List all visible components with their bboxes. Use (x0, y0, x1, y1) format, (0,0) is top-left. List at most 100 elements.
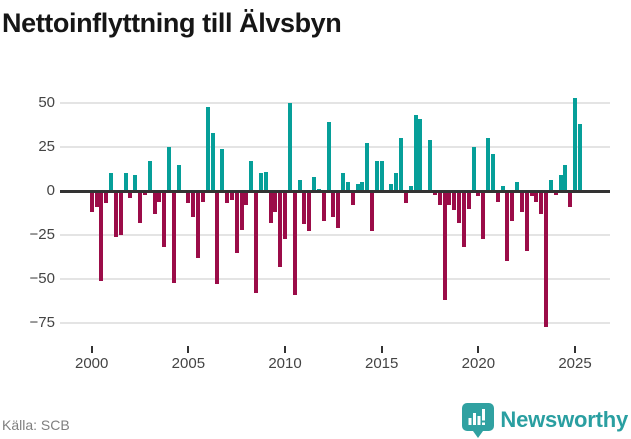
zero-axis-line (60, 189, 610, 193)
bar-2011-q2 (307, 191, 312, 232)
bar-2001-q3 (118, 191, 123, 235)
bar-2012-q4 (336, 191, 341, 228)
bar-2005-q4 (200, 191, 205, 202)
bar-2022-q1 (515, 182, 520, 191)
y-tick-label: −25 (29, 226, 55, 243)
bar-2020-q2 (481, 191, 486, 239)
bar-2021-q4 (510, 191, 515, 221)
grid-line-50 (60, 102, 610, 104)
bar-2014-q1 (360, 182, 365, 191)
bar-2007-q2 (229, 191, 234, 200)
grid-line--25 (60, 234, 610, 236)
bar-2019-q4 (471, 147, 476, 191)
x-tick-mark-2025 (574, 346, 577, 353)
bar-2017-q3 (428, 139, 433, 191)
bar-2006-q3 (215, 191, 220, 285)
chart-title: Nettoinflyttning till Älvsbyn (2, 8, 342, 38)
bar-2006-q4 (220, 148, 225, 191)
bar-2008-q1 (244, 191, 249, 206)
bar-2022-q2 (519, 191, 524, 213)
bar-2023-q3 (544, 191, 549, 327)
bar-2001-q4 (123, 173, 128, 191)
bar-2002-q4 (142, 191, 147, 195)
bar-2001-q2 (113, 191, 118, 237)
bar-2016-q1 (399, 138, 404, 191)
bar-2008-q4 (258, 173, 263, 191)
bar-2000-q3 (99, 191, 104, 281)
bar-2010-q3 (292, 191, 297, 295)
bar-2019-q1 (457, 191, 462, 223)
bar-2012-q1 (321, 191, 326, 221)
bar-2003-q3 (157, 191, 162, 202)
bar-2022-q3 (524, 191, 529, 251)
x-tick-label: 2000 (75, 355, 109, 372)
bar-2025-q2 (577, 124, 582, 191)
grid-line--50 (60, 278, 610, 280)
bar-2007-q1 (225, 191, 230, 204)
x-tick-label: 2015 (365, 355, 399, 372)
bar-2017-q1 (418, 118, 423, 191)
bar-2011-q3 (312, 176, 317, 191)
x-tick-mark-2005 (187, 346, 190, 353)
bar-2025-q1 (573, 97, 578, 191)
bar-2011-q1 (302, 191, 307, 225)
bar-2024-q2 (558, 175, 563, 191)
bar-2009-q1 (263, 171, 268, 191)
bar-2001-q1 (109, 173, 114, 191)
bar-2016-q4 (413, 115, 418, 191)
bar-2010-q1 (283, 191, 288, 239)
bar-2014-q3 (370, 191, 375, 232)
grid-line--75 (60, 322, 610, 324)
x-tick-label: 2025 (558, 355, 592, 372)
x-tick-mark-2015 (380, 346, 383, 353)
bar-2012-q3 (331, 191, 336, 218)
bar-2010-q4 (297, 180, 302, 191)
bar-2002-q3 (138, 191, 143, 223)
bar-2020-q1 (476, 191, 481, 197)
bar-2013-q3 (350, 191, 355, 206)
bar-2007-q3 (234, 191, 239, 253)
bar-2006-q2 (210, 132, 215, 191)
brand-name: Newsworthy (500, 407, 628, 432)
bar-2005-q2 (191, 191, 196, 218)
x-tick-label: 2010 (268, 355, 302, 372)
bar-2005-q3 (196, 191, 201, 258)
y-tick-label: 0 (46, 182, 55, 199)
bar-2003-q1 (147, 161, 152, 191)
x-tick-mark-2020 (477, 346, 480, 353)
bar-2014-q2 (365, 143, 370, 191)
bar-2022-q4 (529, 191, 534, 197)
grid-line-25 (60, 146, 610, 148)
bar-2012-q2 (326, 122, 331, 191)
bar-2015-q1 (379, 161, 384, 191)
y-tick-label: 50 (38, 94, 55, 111)
bar-2021-q2 (500, 185, 505, 191)
bar-2021-q3 (505, 191, 510, 262)
x-tick-label: 2005 (171, 355, 206, 372)
bar-2004-q3 (176, 164, 181, 191)
bar-2017-q4 (432, 191, 437, 195)
bar-2013-q4 (355, 183, 360, 191)
bar-2009-q2 (268, 191, 273, 223)
x-tick-mark-2010 (284, 346, 287, 353)
bar-2018-q2 (442, 191, 447, 301)
bar-2015-q4 (394, 173, 399, 191)
x-tick-mark-2000 (90, 346, 93, 353)
bar-2009-q3 (273, 191, 278, 213)
brand-footer: Newsworthy (462, 402, 628, 438)
source-credit: Källa: SCB (2, 417, 70, 433)
bar-2004-q1 (167, 147, 172, 191)
bar-2006-q1 (205, 106, 210, 191)
bar-2019-q2 (461, 191, 466, 248)
bar-2024-q3 (563, 164, 568, 191)
plot-area (60, 85, 610, 337)
bar-2024-q4 (568, 191, 573, 207)
bar-2013-q2 (345, 182, 350, 191)
bar-2004-q2 (171, 191, 176, 283)
bar-2018-q1 (437, 191, 442, 206)
bar-2020-q4 (490, 154, 495, 191)
bar-2024-q1 (553, 191, 558, 195)
bar-2015-q3 (389, 183, 394, 191)
bar-2010-q2 (287, 103, 292, 191)
bar-2018-q4 (452, 191, 457, 211)
